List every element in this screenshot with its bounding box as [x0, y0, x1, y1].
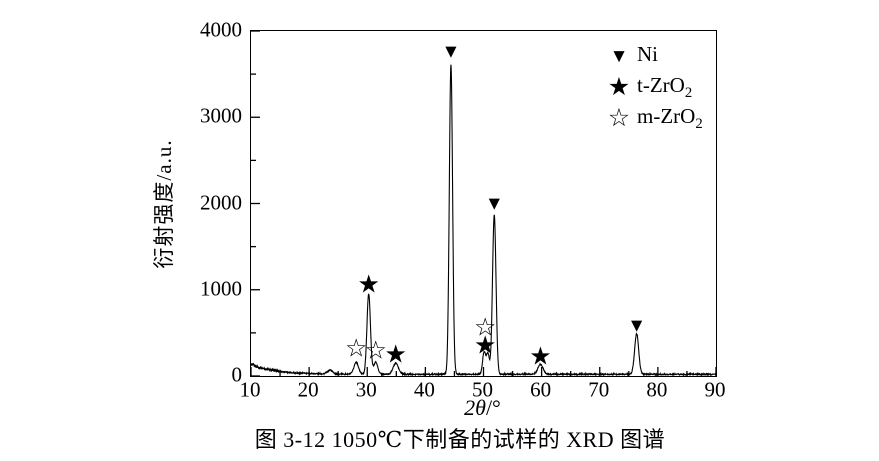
legend-item-t-zro2: ★ t-ZrO2	[601, 72, 703, 103]
x-tick-label: 80	[646, 377, 668, 402]
legend: ▼ Ni ★ t-ZrO2 ☆ m-ZrO2	[601, 41, 703, 134]
x-axis-title-unit: /°	[485, 395, 501, 420]
y-tick-label: 4000	[200, 17, 242, 42]
x-tick-label: 50	[472, 377, 493, 402]
x-tick-label: 10	[239, 377, 261, 402]
filled-star-icon: ★	[607, 74, 631, 101]
legend-label: m-ZrO2	[637, 103, 703, 132]
x-axis-title: 2θ/°	[250, 395, 715, 421]
x-tick-label: 60	[530, 377, 552, 402]
xrd-intensity-curve	[251, 64, 716, 376]
x-tick-label: 70	[588, 377, 610, 402]
legend-item-m-zro2: ☆ m-ZrO2	[601, 103, 703, 134]
x-axis-title-symbol: 2θ	[464, 395, 486, 420]
y-tick-label: 2000	[200, 190, 242, 214]
xrd-trace-plot	[251, 31, 716, 376]
y-tick-label: 0	[231, 362, 243, 387]
legend-label: Ni	[637, 41, 658, 66]
filled-triangle-down-icon: ▼	[609, 46, 629, 67]
y-tick-label: 1000	[200, 276, 242, 301]
legend-item-ni: ▼ Ni	[601, 41, 703, 72]
y-axis-title: 衍射强度/a.u.	[152, 139, 176, 269]
x-tick-label: 20	[297, 377, 319, 402]
figure-caption: 图 3-12 1050℃下制备的试样的 XRD 图谱	[254, 427, 666, 452]
legend-label: t-ZrO2	[637, 72, 693, 101]
x-tick-label: 40	[413, 377, 435, 402]
open-star-icon: ☆	[607, 105, 631, 132]
x-tick-label: 30	[355, 377, 377, 402]
y-tick-label: 3000	[200, 103, 242, 128]
x-tick-label: 90	[704, 377, 726, 402]
